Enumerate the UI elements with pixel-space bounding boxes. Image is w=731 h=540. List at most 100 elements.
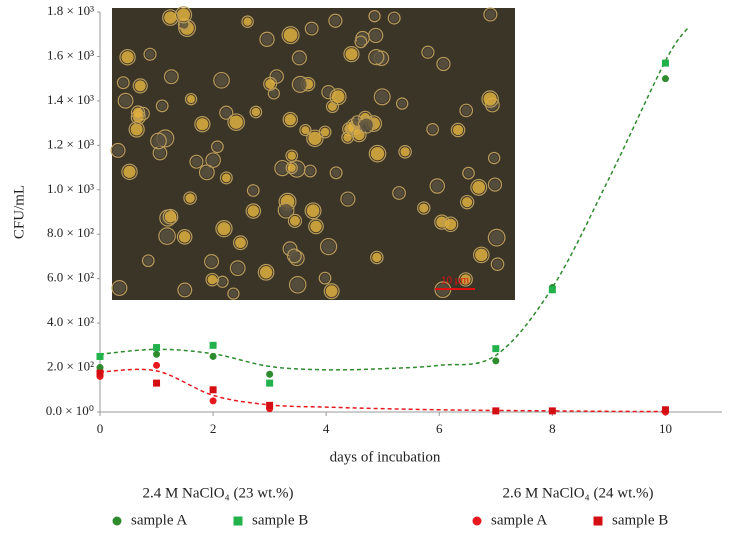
cell [227, 287, 240, 300]
cell [249, 105, 263, 119]
cell-core [462, 197, 473, 208]
cell [368, 10, 381, 23]
cell [130, 105, 146, 120]
cell [116, 76, 130, 90]
cell [177, 282, 193, 298]
data-point [492, 407, 500, 415]
cell-core [191, 156, 202, 167]
cell [450, 122, 466, 138]
cell [241, 15, 254, 28]
cell [387, 11, 401, 25]
cell-core [276, 162, 289, 175]
cell-core [287, 151, 296, 161]
cell [328, 13, 343, 28]
data-point [548, 407, 556, 415]
cell-core [218, 277, 227, 286]
cell-core [185, 193, 195, 203]
cell [158, 227, 176, 245]
x-tick-label: 10 [659, 421, 672, 436]
cell-core [343, 133, 352, 142]
x-tick-label: 0 [97, 421, 104, 436]
cell [459, 103, 474, 118]
cell-core [207, 154, 219, 166]
y-tick-label: 1.6 × 10³ [47, 47, 94, 62]
cell-core [217, 222, 231, 236]
cell-core [261, 33, 273, 45]
cell [227, 113, 246, 131]
cell [259, 31, 275, 47]
cell [277, 201, 295, 219]
cell [483, 7, 498, 22]
cell [287, 213, 303, 228]
cell-core [492, 259, 503, 269]
legend-label: sample A [491, 512, 547, 528]
cell [141, 254, 155, 268]
cell-core [485, 9, 496, 20]
cell-core [154, 147, 166, 159]
cell [368, 49, 385, 66]
cell [392, 186, 406, 200]
cell-core [119, 94, 132, 107]
cell [183, 191, 197, 205]
cell [205, 272, 220, 287]
cell-core [460, 274, 471, 285]
cell-core [289, 250, 300, 262]
cell-core [320, 273, 330, 283]
cell [458, 272, 473, 287]
y-tick-label: 2.0 × 10² [47, 359, 94, 374]
cell-core [431, 180, 443, 192]
cell [398, 144, 412, 159]
cell-core [419, 203, 429, 213]
cell-core [306, 204, 320, 218]
cell-core [269, 89, 278, 98]
cell-core [345, 48, 358, 61]
cell [219, 105, 234, 120]
cell-core [287, 163, 296, 172]
cell-core [243, 17, 252, 26]
cell [111, 279, 128, 296]
data-point [153, 361, 161, 369]
cell [490, 257, 505, 271]
data-point [661, 75, 669, 83]
cell-core [196, 118, 209, 131]
cell [417, 201, 431, 215]
cell-core [461, 105, 471, 116]
cell-core [475, 248, 488, 262]
cell-core [132, 107, 144, 118]
cell-core [308, 131, 322, 145]
cell-core [356, 37, 366, 47]
cell [429, 178, 445, 194]
x-axis-label: days of incubation [330, 449, 441, 465]
cell-core [215, 74, 228, 87]
cell-core [229, 289, 238, 298]
cell [442, 216, 459, 233]
cell [487, 151, 501, 165]
legend-group-title: 2.6 M NaClO₄ (24 wt.%) [502, 485, 653, 501]
cell-core [164, 210, 177, 223]
cell [325, 99, 340, 114]
cell [291, 50, 307, 66]
cell-core [310, 220, 322, 233]
cell-core [320, 127, 330, 137]
x-tick-label: 6 [436, 421, 443, 436]
cell [329, 166, 343, 180]
cell [370, 250, 384, 265]
cell-core [130, 123, 143, 136]
cell [323, 283, 340, 300]
data-point [209, 352, 217, 360]
cell [285, 161, 298, 175]
cell-core [483, 92, 497, 106]
cell [219, 171, 233, 185]
cell [232, 235, 248, 251]
cell [155, 99, 169, 113]
trend-line [99, 368, 666, 413]
cell [205, 152, 221, 168]
data-point [96, 364, 104, 372]
cell [487, 228, 506, 247]
cell-core [472, 181, 486, 194]
cell [291, 75, 309, 93]
cell-core [370, 146, 385, 161]
cell [319, 237, 338, 256]
data-point [266, 379, 274, 387]
cell [143, 47, 157, 61]
